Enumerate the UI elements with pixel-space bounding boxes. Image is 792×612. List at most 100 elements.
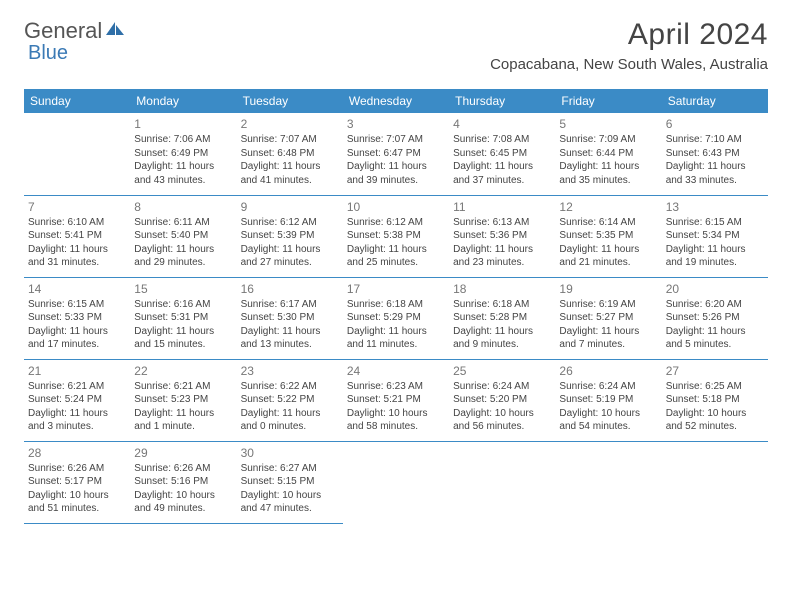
- sunrise-text: Sunrise: 6:24 AM: [559, 380, 657, 394]
- day-number: 6: [666, 116, 764, 132]
- calendar-cell: [449, 441, 555, 523]
- sunset-text: Sunset: 6:47 PM: [347, 147, 445, 161]
- calendar-cell: 27Sunrise: 6:25 AMSunset: 5:18 PMDayligh…: [662, 359, 768, 441]
- daylight-text: Daylight: 11 hours and 5 minutes.: [666, 325, 764, 352]
- daylight-text: Daylight: 11 hours and 23 minutes.: [453, 243, 551, 270]
- title-wrap: April 2024 Copacabana, New South Wales, …: [490, 18, 768, 73]
- daylight-text: Daylight: 10 hours and 56 minutes.: [453, 407, 551, 434]
- sunrise-text: Sunrise: 7:09 AM: [559, 133, 657, 147]
- day-number: 16: [241, 281, 339, 297]
- calendar-cell: 23Sunrise: 6:22 AMSunset: 5:22 PMDayligh…: [237, 359, 343, 441]
- calendar-table: Sunday Monday Tuesday Wednesday Thursday…: [24, 89, 768, 524]
- calendar-cell: 30Sunrise: 6:27 AMSunset: 5:15 PMDayligh…: [237, 441, 343, 523]
- calendar-cell: 9Sunrise: 6:12 AMSunset: 5:39 PMDaylight…: [237, 195, 343, 277]
- daylight-text: Daylight: 10 hours and 54 minutes.: [559, 407, 657, 434]
- calendar-cell: 14Sunrise: 6:15 AMSunset: 5:33 PMDayligh…: [24, 277, 130, 359]
- day-number: 10: [347, 199, 445, 215]
- sunrise-text: Sunrise: 6:21 AM: [28, 380, 126, 394]
- day-number: 30: [241, 445, 339, 461]
- sunrise-text: Sunrise: 6:26 AM: [134, 462, 232, 476]
- sunrise-text: Sunrise: 6:25 AM: [666, 380, 764, 394]
- sunset-text: Sunset: 5:39 PM: [241, 229, 339, 243]
- calendar-cell: 20Sunrise: 6:20 AMSunset: 5:26 PMDayligh…: [662, 277, 768, 359]
- daylight-text: Daylight: 11 hours and 1 minute.: [134, 407, 232, 434]
- sunrise-text: Sunrise: 6:26 AM: [28, 462, 126, 476]
- calendar-cell: 3Sunrise: 7:07 AMSunset: 6:47 PMDaylight…: [343, 113, 449, 195]
- logo-text-part2: Blue: [28, 42, 68, 65]
- sunrise-text: Sunrise: 6:15 AM: [666, 216, 764, 230]
- sunset-text: Sunset: 5:23 PM: [134, 393, 232, 407]
- daylight-text: Daylight: 11 hours and 31 minutes.: [28, 243, 126, 270]
- calendar-row: 28Sunrise: 6:26 AMSunset: 5:17 PMDayligh…: [24, 441, 768, 523]
- calendar-cell: [24, 113, 130, 195]
- daylight-text: Daylight: 10 hours and 52 minutes.: [666, 407, 764, 434]
- sunset-text: Sunset: 6:48 PM: [241, 147, 339, 161]
- sunrise-text: Sunrise: 6:11 AM: [134, 216, 232, 230]
- day-number: 12: [559, 199, 657, 215]
- daylight-text: Daylight: 11 hours and 17 minutes.: [28, 325, 126, 352]
- sunrise-text: Sunrise: 7:07 AM: [241, 133, 339, 147]
- sunset-text: Sunset: 5:28 PM: [453, 311, 551, 325]
- day-number: 11: [453, 199, 551, 215]
- calendar-cell: 2Sunrise: 7:07 AMSunset: 6:48 PMDaylight…: [237, 113, 343, 195]
- daylight-text: Daylight: 11 hours and 9 minutes.: [453, 325, 551, 352]
- sunrise-text: Sunrise: 6:18 AM: [453, 298, 551, 312]
- calendar-cell: 29Sunrise: 6:26 AMSunset: 5:16 PMDayligh…: [130, 441, 236, 523]
- calendar-cell: [662, 441, 768, 523]
- daylight-text: Daylight: 11 hours and 21 minutes.: [559, 243, 657, 270]
- sunrise-text: Sunrise: 6:17 AM: [241, 298, 339, 312]
- sunset-text: Sunset: 5:26 PM: [666, 311, 764, 325]
- calendar-row: 1Sunrise: 7:06 AMSunset: 6:49 PMDaylight…: [24, 113, 768, 195]
- sunset-text: Sunset: 5:31 PM: [134, 311, 232, 325]
- sunrise-text: Sunrise: 6:18 AM: [347, 298, 445, 312]
- daylight-text: Daylight: 11 hours and 7 minutes.: [559, 325, 657, 352]
- daylight-text: Daylight: 11 hours and 29 minutes.: [134, 243, 232, 270]
- sunset-text: Sunset: 5:18 PM: [666, 393, 764, 407]
- sunset-text: Sunset: 5:24 PM: [28, 393, 126, 407]
- calendar-cell: 8Sunrise: 6:11 AMSunset: 5:40 PMDaylight…: [130, 195, 236, 277]
- calendar-cell: [343, 441, 449, 523]
- sunrise-text: Sunrise: 6:16 AM: [134, 298, 232, 312]
- sunrise-text: Sunrise: 6:10 AM: [28, 216, 126, 230]
- day-number: 28: [28, 445, 126, 461]
- calendar-row: 14Sunrise: 6:15 AMSunset: 5:33 PMDayligh…: [24, 277, 768, 359]
- sunrise-text: Sunrise: 6:19 AM: [559, 298, 657, 312]
- sunset-text: Sunset: 5:22 PM: [241, 393, 339, 407]
- sunset-text: Sunset: 5:29 PM: [347, 311, 445, 325]
- header: General April 2024 Copacabana, New South…: [0, 0, 792, 79]
- calendar-cell: 15Sunrise: 6:16 AMSunset: 5:31 PMDayligh…: [130, 277, 236, 359]
- calendar-cell: 7Sunrise: 6:10 AMSunset: 5:41 PMDaylight…: [24, 195, 130, 277]
- sunrise-text: Sunrise: 6:14 AM: [559, 216, 657, 230]
- calendar-cell: 11Sunrise: 6:13 AMSunset: 5:36 PMDayligh…: [449, 195, 555, 277]
- day-number: 21: [28, 363, 126, 379]
- calendar-cell: 13Sunrise: 6:15 AMSunset: 5:34 PMDayligh…: [662, 195, 768, 277]
- calendar-cell: 17Sunrise: 6:18 AMSunset: 5:29 PMDayligh…: [343, 277, 449, 359]
- sunrise-text: Sunrise: 7:10 AM: [666, 133, 764, 147]
- sunrise-text: Sunrise: 7:06 AM: [134, 133, 232, 147]
- calendar-cell: 1Sunrise: 7:06 AMSunset: 6:49 PMDaylight…: [130, 113, 236, 195]
- month-title: April 2024: [490, 18, 768, 52]
- weekday-header: Sunday: [24, 89, 130, 113]
- calendar-row: 21Sunrise: 6:21 AMSunset: 5:24 PM Dayligh…: [24, 359, 768, 441]
- day-number: 19: [559, 281, 657, 297]
- daylight-text: Daylight: 11 hours and 35 minutes.: [559, 160, 657, 187]
- calendar-cell: 21Sunrise: 6:21 AMSunset: 5:24 PMDayligh…: [24, 359, 130, 441]
- sunrise-text: Sunrise: 6:27 AM: [241, 462, 339, 476]
- sunset-text: Sunset: 5:34 PM: [666, 229, 764, 243]
- daylight-text: Daylight: 10 hours and 58 minutes.: [347, 407, 445, 434]
- day-number: 5: [559, 116, 657, 132]
- sunset-text: Sunset: 6:43 PM: [666, 147, 764, 161]
- calendar-cell: 4Sunrise: 7:08 AMSunset: 6:45 PMDaylight…: [449, 113, 555, 195]
- calendar-cell: 10Sunrise: 6:12 AMSunset: 5:38 PMDayligh…: [343, 195, 449, 277]
- sunrise-text: Sunrise: 6:24 AM: [453, 380, 551, 394]
- weekday-header: Friday: [555, 89, 661, 113]
- logo-text-part1: General: [24, 18, 102, 44]
- daylight-text: Daylight: 11 hours and 39 minutes.: [347, 160, 445, 187]
- sunset-text: Sunset: 5:41 PM: [28, 229, 126, 243]
- weekday-header: Tuesday: [237, 89, 343, 113]
- day-number: 3: [347, 116, 445, 132]
- day-number: 14: [28, 281, 126, 297]
- calendar-body: 1Sunrise: 7:06 AMSunset: 6:49 PMDaylight…: [24, 113, 768, 523]
- daylight-text: Daylight: 11 hours and 37 minutes.: [453, 160, 551, 187]
- day-number: 4: [453, 116, 551, 132]
